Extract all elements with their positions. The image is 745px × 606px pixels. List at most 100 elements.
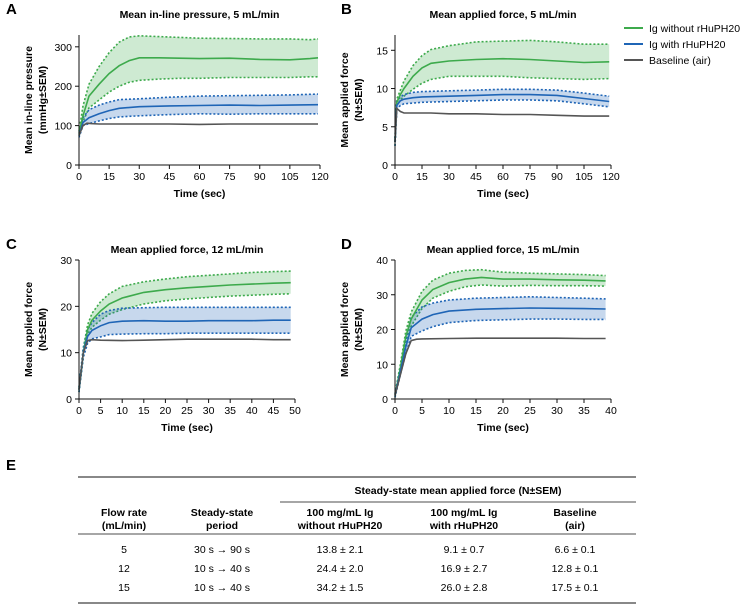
sem-band-a-0 [79,35,318,136]
x-tick-label-a: 90 [254,171,266,183]
y-axis-label-unit-a: (mmHg±SEM) [37,66,49,134]
cell-r0-c2: 13.8 ± 2.1 [317,544,364,556]
legend-label-baseline: Baseline (air) [649,55,711,67]
x-tick-label-d: 5 [419,405,425,417]
x-tick-label-a: 45 [164,171,176,183]
x-tick-label-d: 10 [443,405,455,417]
col-header-flow-rate: Flow rate [101,507,147,519]
panel-letter-a: A [6,1,17,18]
x-tick-label-c: 45 [268,405,280,417]
mean-line-a-1 [78,103,319,136]
cell-r1-c2: 24.4 ± 2.0 [317,563,364,575]
mean-line-d-0 [394,276,606,396]
x-tick-label-a: 120 [311,171,329,183]
x-tick-label-b: 60 [497,171,509,183]
cell-r2-c2: 34.2 ± 1.5 [317,582,364,594]
y-tick-label-a: 300 [54,42,72,54]
y-tick-label-b: 0 [382,160,388,172]
x-tick-label-d: 0 [392,405,398,417]
sem-upper-line-d-1 [394,295,606,394]
cell-r1-c3: 16.9 ± 2.7 [441,563,488,575]
panel-d: D Mean applied force, 15 mL/min 0 5 10 15 20 25… [339,236,617,434]
sem-upper-line-d-0 [394,268,606,394]
x-tick-label-b: 0 [392,171,398,183]
x-tick-label-a: 105 [281,171,299,183]
y-axis-label-d: Mean applied force [339,282,351,377]
x-tick-label-d: 30 [551,405,563,417]
x-axis-label-d: Time (sec) [477,422,529,434]
cell-r2-c3: 26.0 ± 2.8 [441,582,488,594]
mean-line-b-1 [394,93,610,143]
cell-r2-c4: 17.5 ± 0.1 [552,582,599,594]
mean-line-a-2 [78,122,318,136]
mean-line-b-0 [394,57,610,143]
y-tick-label-a: 0 [66,160,72,172]
sem-upper-line-a-0 [78,34,319,132]
panel-letter-b: B [341,1,352,18]
sem-lower-line-b-1 [394,99,610,146]
x-tick-label-a: 15 [103,171,115,183]
y-tick-label-d: 0 [382,394,388,406]
y-tick-label-d: 20 [376,325,388,337]
sem-lower-line-c-1 [78,332,291,393]
mean-line-c-2 [78,338,291,390]
cell-r0-c3: 9.1 ± 0.7 [444,544,485,556]
sem-band-d-1 [395,296,606,398]
cell-r1-c1: 10 s → 40 s [194,563,250,575]
x-tick-label-a: 30 [133,171,145,183]
y-tick-label-c: 20 [60,301,72,313]
x-tick-label-d: 35 [578,405,590,417]
mean-line-b-2 [394,106,610,143]
x-tick-label-b: 75 [524,171,536,183]
col-header-period: Steady-state [191,507,254,519]
y-tick-label-d: 10 [376,359,388,371]
panel-c: C Mean applied force, 12 mL/min 0 5 10 15 20 25… [6,236,301,434]
sem-lower-line-b-0 [394,75,610,146]
x-tick-label-a: 0 [76,171,82,183]
col-header-flow-rate-unit: (mL/min) [102,520,146,532]
cell-r2-c1: 10 s → 40 s [194,582,250,594]
y-tick-label-c: 30 [60,255,72,267]
y-axis-label-unit-c: (N±SEM) [37,308,49,351]
sem-band-d-0 [395,269,606,398]
sem-lower-line-c-0 [78,293,291,393]
cell-r2-c0: 15 [118,582,130,594]
mean-line-c-1 [78,319,291,390]
chart-title-a: Mean in-line pressure, 5 mL/min [120,9,280,21]
panel-e-table: E Steady-state mean applied force (N±SEM… [6,457,636,604]
sem-band-b-0 [395,40,610,146]
sem-band-c-1 [79,307,291,393]
panel-letter-e: E [6,457,16,474]
x-tick-label-b: 30 [443,171,455,183]
sem-band-c-0 [79,271,291,393]
col-header-ig-without: 100 mg/mL Ig [307,507,374,519]
x-tick-label-c: 5 [98,405,104,417]
sem-lower-line-a-0 [78,76,318,136]
x-tick-label-a: 75 [224,171,236,183]
sem-band-b-1 [395,89,610,146]
y-axis-label-unit-b: (N±SEM) [353,78,365,121]
cell-r0-c1: 30 s → 90 s [194,544,250,556]
sem-lower-line-a-1 [78,112,318,138]
y-tick-label-b: 10 [376,84,388,96]
x-tick-label-c: 10 [116,405,128,417]
y-tick-label-c: 0 [66,394,72,406]
y-axis-label-c: Mean applied force [23,282,35,377]
y-tick-label-d: 30 [376,290,388,302]
table-group-header: Steady-state mean applied force (N±SEM) [354,485,561,497]
cell-r0-c4: 6.6 ± 0.1 [555,544,596,556]
sem-lower-line-d-1 [394,318,606,398]
x-tick-label-b: 120 [602,171,620,183]
x-tick-label-d: 40 [605,405,617,417]
y-axis-label-unit-d: (N±SEM) [353,308,365,351]
x-tick-label-d: 25 [524,405,536,417]
panel-letter-d: D [341,236,352,253]
chart-title-d: Mean applied force, 15 mL/min [427,244,580,256]
x-tick-label-a: 60 [194,171,206,183]
x-tick-label-d: 20 [497,405,509,417]
chart-title-b: Mean applied force, 5 mL/min [429,9,576,21]
col-header-ig-with-2: with rHuPH20 [429,520,498,532]
y-tick-label-a: 200 [54,81,72,93]
x-axis-label-a: Time (sec) [174,188,226,200]
